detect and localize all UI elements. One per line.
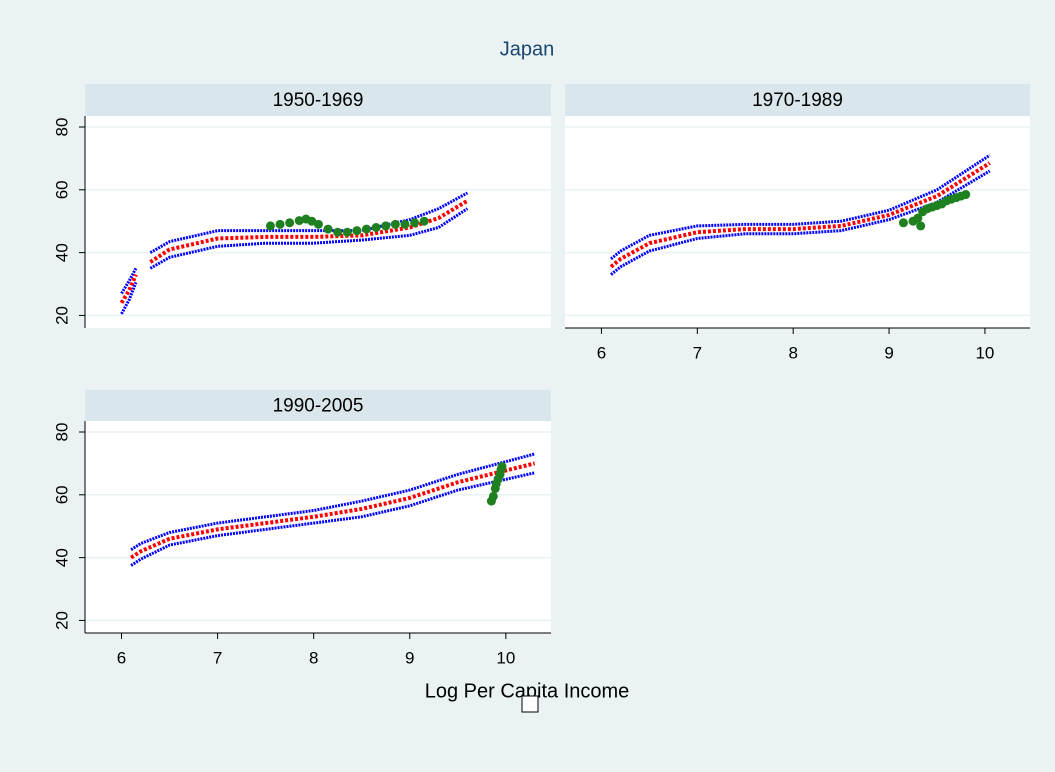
observed-point: [333, 227, 343, 237]
fit-line: [130, 452, 536, 552]
x-tick-label: 9: [884, 343, 893, 362]
panel: 1990-2005 20 40 60 80 6 7 8 9 10: [52, 390, 551, 667]
observed-point: [390, 219, 400, 229]
chart-title: Japan: [500, 38, 555, 60]
fit-line: [609, 161, 991, 269]
panel-header: [85, 390, 551, 421]
observed-point: [323, 224, 333, 234]
observed-point: [265, 221, 275, 231]
plot-area: [565, 116, 1030, 328]
panel-header: [85, 84, 551, 116]
observed-point: [307, 216, 317, 226]
fit-line: [119, 199, 469, 304]
x-axis-title: Log Per Capita Income: [425, 680, 630, 702]
y-tick-label: 80: [52, 118, 71, 137]
x-tick-label: 7: [213, 648, 222, 667]
panel: 1950-1969 20 40 60 80: [52, 84, 551, 328]
panel: 1970-1989 6 7 8 9 10: [565, 84, 1030, 362]
y-tick-label: 80: [52, 423, 71, 442]
observed-point: [275, 219, 285, 229]
observed-point: [961, 190, 971, 200]
fit-line: [120, 191, 469, 295]
x-tick-label: 8: [309, 648, 318, 667]
x-tick-label: 7: [693, 343, 702, 362]
observed-point: [916, 221, 926, 231]
x-tick-label: 6: [597, 343, 606, 362]
observed-point: [898, 218, 908, 228]
y-tick-label: 40: [52, 548, 71, 567]
x-tick-label: 9: [405, 648, 414, 667]
x-tick-label: 10: [496, 648, 515, 667]
x-tick-label: 8: [788, 343, 797, 362]
observed-point: [488, 491, 498, 501]
observed-point: [313, 219, 323, 229]
observed-point: [342, 227, 352, 237]
fit-line: [130, 471, 535, 567]
y-tick-label: 40: [52, 243, 71, 262]
x-tick-label: 6: [117, 648, 126, 667]
observed-point: [381, 221, 391, 231]
observed-point: [410, 218, 420, 228]
observed-point: [294, 216, 304, 226]
panel-header: [565, 84, 1030, 116]
y-tick-label: 20: [52, 611, 71, 630]
observed-point: [497, 462, 507, 472]
panel-title: 1990-2005: [273, 396, 364, 417]
observed-point: [400, 219, 410, 229]
panel-title: 1950-1969: [273, 90, 364, 111]
panel-title: 1970-1989: [752, 90, 843, 111]
observed-point: [419, 216, 429, 226]
observed-point: [352, 226, 362, 236]
fit-line: [610, 169, 991, 276]
fit-line: [610, 154, 991, 261]
observed-point: [371, 222, 381, 232]
y-tick-label: 60: [52, 485, 71, 504]
y-tick-label: 60: [52, 180, 71, 199]
x-tick-label: 10: [975, 343, 994, 362]
plot-area: [85, 421, 551, 633]
observed-point: [362, 224, 372, 234]
y-tick-label: 20: [52, 306, 71, 325]
observed-point: [913, 213, 923, 223]
legend-box: [521, 695, 539, 713]
observed-point: [285, 218, 295, 228]
fit-line: [130, 461, 536, 560]
fit-line: [120, 207, 469, 315]
